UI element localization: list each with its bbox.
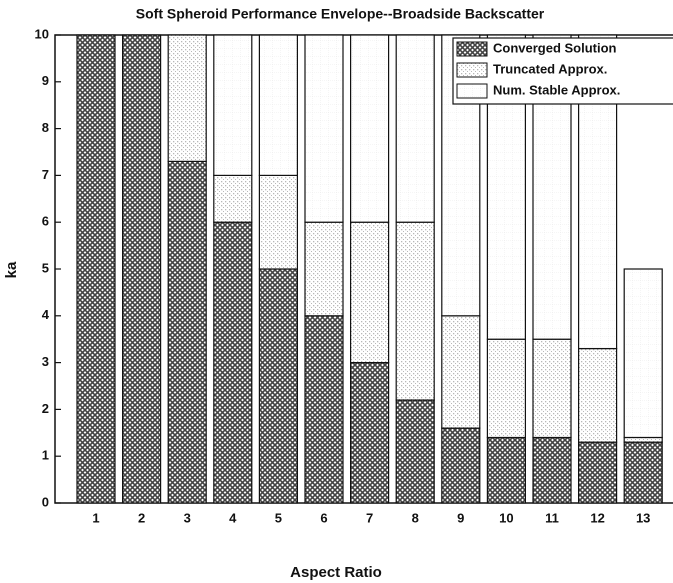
bar-segment bbox=[577, 347, 618, 443]
x-tick-label: 11 bbox=[545, 510, 559, 525]
x-tick-label: 10 bbox=[499, 510, 513, 525]
y-tick-label: 1 bbox=[42, 448, 49, 463]
y-tick-label: 4 bbox=[42, 307, 50, 322]
bar-segment bbox=[350, 362, 390, 504]
bar-segment bbox=[623, 268, 663, 439]
bar-segment bbox=[121, 34, 162, 504]
bar-segment bbox=[486, 436, 526, 504]
legend-box bbox=[452, 37, 673, 105]
bar-segment bbox=[486, 338, 526, 439]
y-tick-label: 0 bbox=[42, 494, 49, 509]
x-tick-label: 5 bbox=[275, 510, 282, 525]
bar-segment bbox=[213, 34, 253, 176]
bar-segment bbox=[167, 34, 207, 162]
y-tick-label: 10 bbox=[35, 26, 49, 41]
x-tick-label: 2 bbox=[138, 510, 145, 525]
x-axis-label: Aspect Ratio bbox=[290, 564, 382, 581]
bar-segment bbox=[258, 174, 298, 270]
bar-segment bbox=[258, 34, 298, 176]
x-tick-label: 6 bbox=[320, 510, 327, 525]
bar-segment bbox=[577, 441, 618, 504]
y-tick-label: 6 bbox=[42, 214, 49, 229]
x-tick-label: 13 bbox=[636, 510, 650, 525]
bar-segment bbox=[441, 315, 481, 429]
bar-segment bbox=[395, 221, 435, 401]
x-tick-label: 12 bbox=[590, 510, 604, 525]
x-tick-label: 3 bbox=[184, 510, 191, 525]
bar-segment bbox=[623, 441, 663, 504]
bar-segment bbox=[395, 34, 435, 223]
y-tick-label: 9 bbox=[42, 73, 49, 88]
bar-segment bbox=[213, 221, 253, 504]
legend-swatch bbox=[456, 62, 488, 78]
legend-label: Converged Solution bbox=[493, 40, 617, 55]
legend-label: Truncated Approx. bbox=[493, 61, 607, 76]
bar-segment bbox=[304, 34, 344, 223]
y-tick-label: 7 bbox=[42, 167, 49, 182]
bar-segment bbox=[532, 436, 572, 504]
bar-segment bbox=[395, 399, 435, 504]
bar-segment bbox=[167, 160, 207, 504]
legend-swatch bbox=[456, 83, 488, 99]
y-tick-label: 8 bbox=[42, 120, 49, 135]
x-tick-label: 9 bbox=[457, 510, 464, 525]
bar-segment bbox=[258, 268, 298, 504]
bar-segment bbox=[76, 34, 116, 504]
bar-segment bbox=[532, 338, 572, 439]
x-tick-label: 1 bbox=[92, 510, 99, 525]
bar-segment bbox=[350, 221, 390, 364]
y-tick-label: 2 bbox=[42, 401, 49, 416]
x-tick-label: 7 bbox=[366, 510, 373, 525]
bar-segment bbox=[304, 315, 344, 504]
x-tick-label: 8 bbox=[412, 510, 419, 525]
y-axis-label: ka bbox=[3, 261, 20, 278]
bar-segment bbox=[350, 34, 390, 223]
bar-segment bbox=[623, 436, 663, 443]
legend-label: Num. Stable Approx. bbox=[493, 82, 620, 97]
bar-segment bbox=[441, 427, 481, 504]
chart-title: Soft Spheroid Performance Envelope--Broa… bbox=[136, 6, 545, 22]
bar-segment bbox=[213, 174, 253, 223]
legend-swatch bbox=[456, 41, 488, 57]
x-tick-label: 4 bbox=[229, 510, 237, 525]
y-tick-label: 5 bbox=[42, 260, 49, 275]
y-tick-label: 3 bbox=[42, 354, 49, 369]
bar-segment bbox=[304, 221, 344, 317]
